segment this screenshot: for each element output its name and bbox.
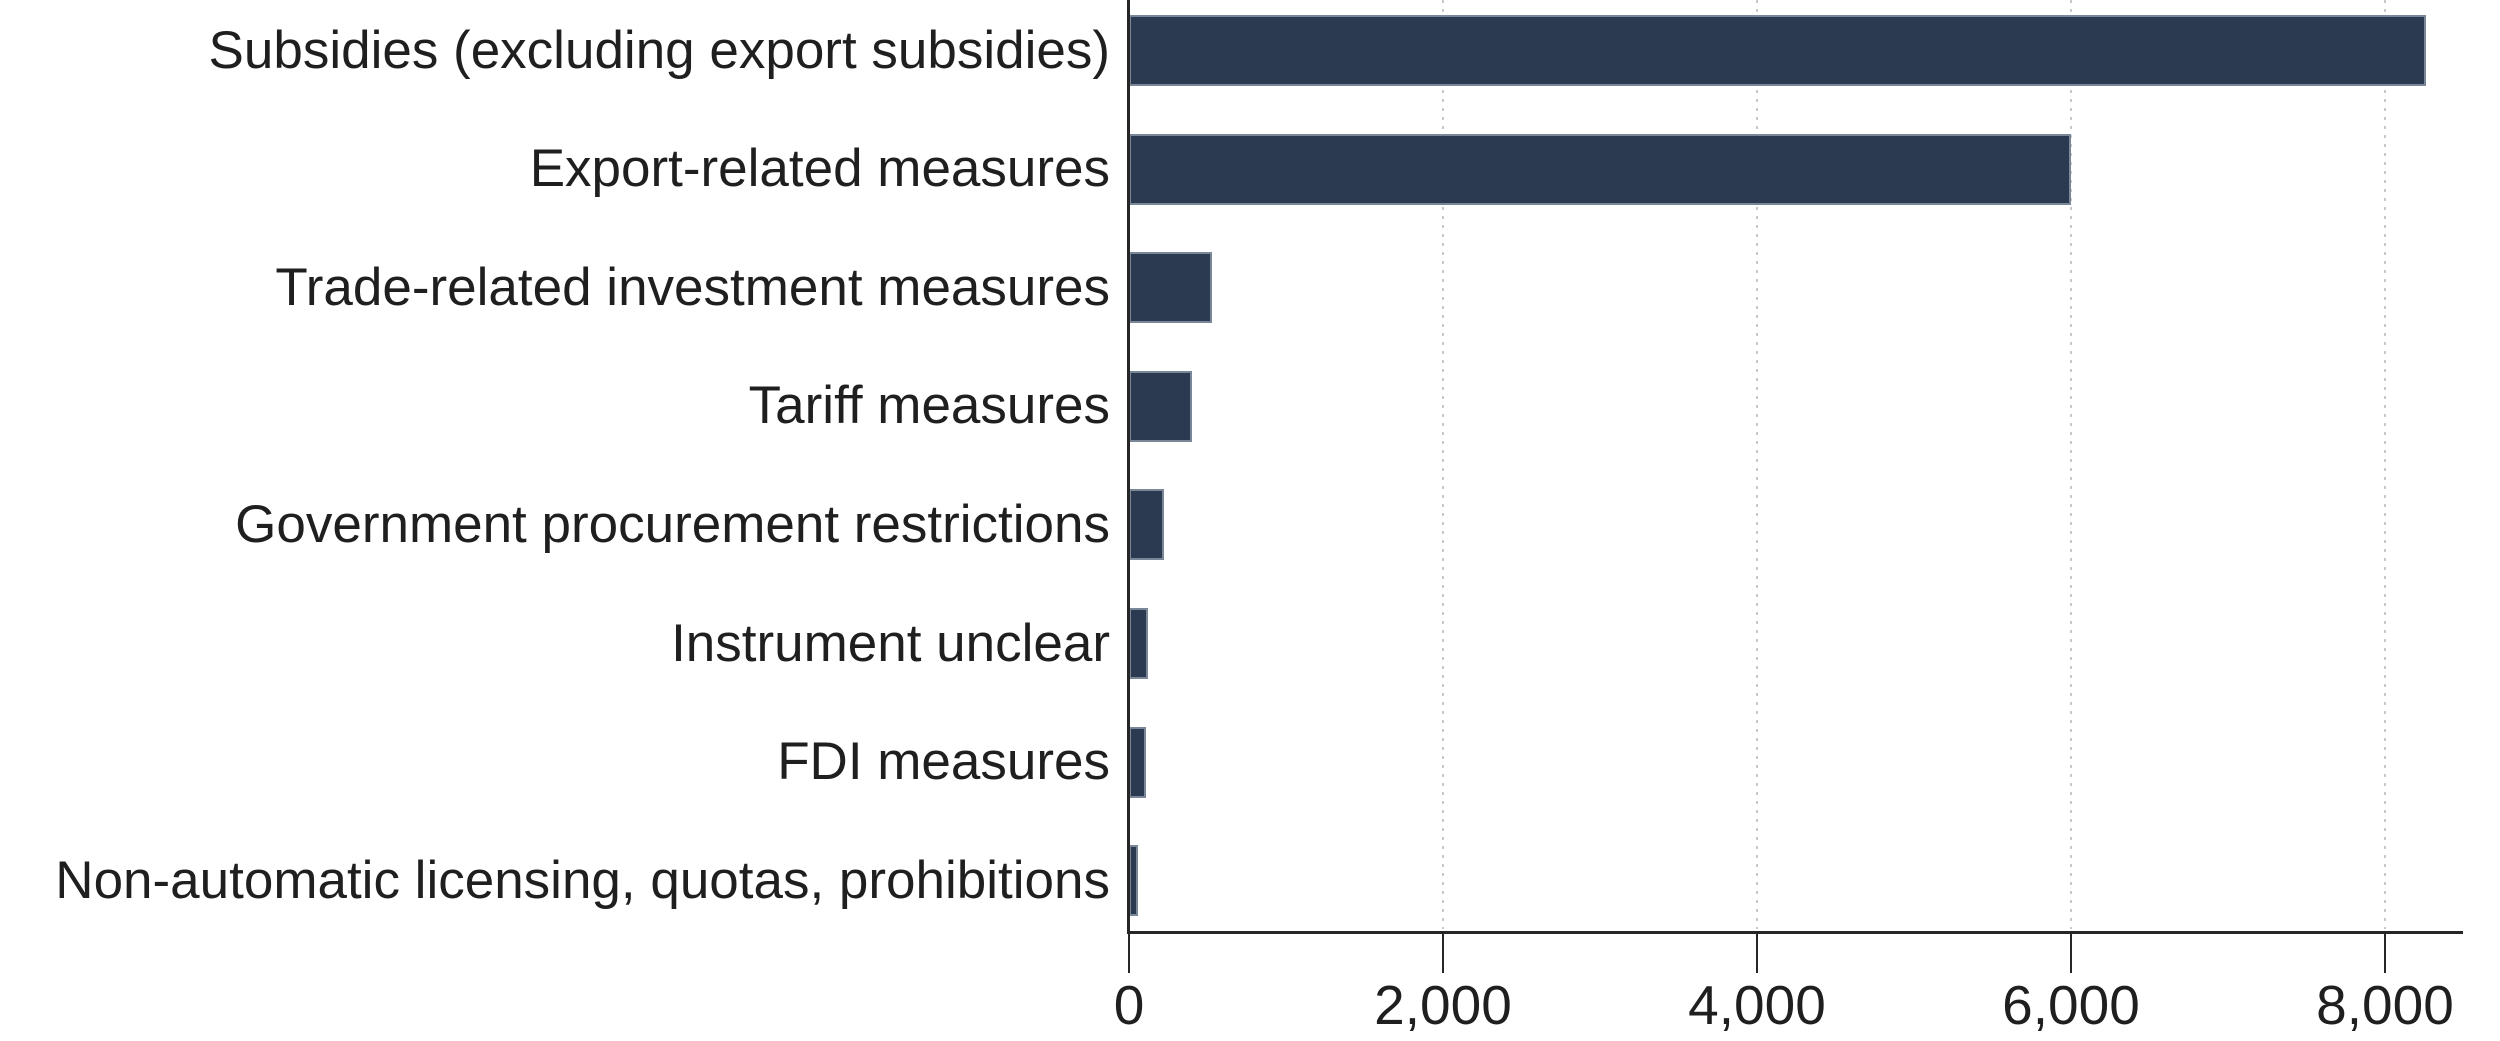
gridline-x-8000 <box>2384 0 2386 929</box>
bar <box>1129 370 1192 442</box>
x-tick-mark-6,000 <box>2070 933 2072 973</box>
category-label: Trade-related investment measures <box>275 257 1110 317</box>
category-label: Tariff measures <box>748 376 1110 436</box>
bar <box>1129 726 1147 798</box>
category-label: Instrument unclear <box>671 613 1110 673</box>
x-tick-label: 4,000 <box>1688 974 1826 1036</box>
x-tick-label: 2,000 <box>1374 974 1512 1036</box>
x-tick-label: 0 <box>1113 974 1145 1036</box>
gridline-x-6000 <box>2070 0 2072 929</box>
bar <box>1129 252 1213 324</box>
x-axis-line <box>1127 931 2463 934</box>
gridline-x-4000 <box>1756 0 1758 929</box>
x-tick-mark-4,000 <box>1756 933 1758 973</box>
x-tick-label: 8,000 <box>2316 974 2454 1036</box>
category-label: Subsidies (excluding export subsidies) <box>208 20 1110 80</box>
bar <box>1129 489 1165 561</box>
bar <box>1129 133 2071 205</box>
bar <box>1129 15 2426 86</box>
x-tick-label: 6,000 <box>2002 974 2140 1036</box>
y-axis-line <box>1127 0 1130 933</box>
category-label: FDI measures <box>777 732 1110 792</box>
bar <box>1129 845 1138 917</box>
category-label: Export-related measures <box>529 139 1110 199</box>
bar <box>1129 608 1148 679</box>
x-tick-mark-8,000 <box>2384 933 2386 973</box>
x-tick-mark-2,000 <box>1442 933 1444 973</box>
category-label: Government procurement restrictions <box>235 494 1110 554</box>
category-label: Non-automatic licensing, quotas, prohibi… <box>55 850 1110 910</box>
x-tick-mark-0 <box>1128 933 1130 973</box>
gridline-x-2000 <box>1442 0 1444 929</box>
